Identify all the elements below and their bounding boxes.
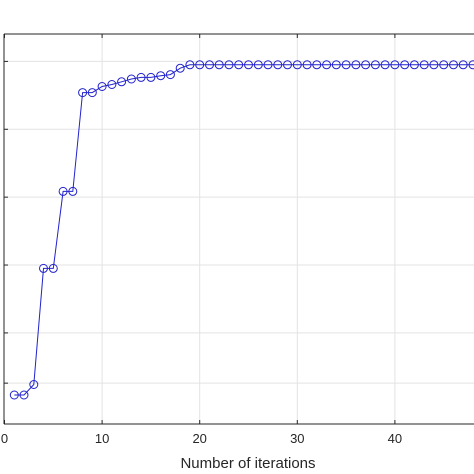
data-point: [87, 88, 97, 98]
data-point: [283, 60, 292, 70]
data-point: [400, 60, 410, 70]
x-tick-label: 30: [290, 431, 304, 446]
data-point: [234, 60, 244, 70]
data-point: [273, 60, 283, 70]
grid-lines: [4, 34, 474, 424]
x-tick-label: 40: [388, 431, 402, 446]
data-point: [341, 60, 351, 70]
data-point: [322, 60, 332, 70]
data-point: [312, 60, 322, 70]
data-point: [107, 80, 117, 89]
data-point: [390, 60, 400, 70]
data-point: [117, 77, 127, 87]
series-line: [14, 64, 474, 396]
data-point: [292, 60, 302, 70]
data-point: [214, 60, 224, 70]
x-tick-label: 20: [192, 431, 206, 446]
data-point: [361, 60, 371, 70]
data-point: [9, 390, 19, 400]
x-tick-label: 10: [95, 431, 109, 446]
data-point: [439, 60, 449, 70]
data-point: [19, 390, 29, 400]
data-point: [302, 60, 312, 70]
data-point: [185, 60, 195, 70]
data-point: [136, 72, 146, 82]
data-point: [351, 60, 361, 70]
data-point: [409, 60, 419, 70]
data-point: [195, 60, 205, 70]
data-point: [331, 60, 341, 70]
data-point: [224, 60, 234, 70]
data-point: [253, 60, 263, 70]
series-layer: [9, 60, 474, 400]
x-axis-label: Number of iterations: [180, 455, 315, 472]
data-point: [263, 60, 273, 70]
data-point: [58, 186, 68, 196]
data-point: [126, 74, 136, 84]
data-point: [39, 263, 48, 273]
tick-labels: 0 10 20 30 40: [1, 431, 402, 446]
x-tick-label: 0: [1, 431, 8, 446]
data-point: [370, 60, 380, 70]
data-point: [449, 60, 458, 70]
data-point: [429, 60, 439, 70]
data-point: [48, 263, 58, 273]
data-point: [244, 60, 253, 70]
data-point: [458, 60, 468, 70]
data-point: [380, 60, 390, 70]
data-point: [68, 186, 78, 196]
data-point: [468, 60, 474, 70]
data-point: [419, 60, 429, 70]
data-point: [146, 72, 156, 82]
data-point: [165, 70, 175, 80]
axes: [3, 33, 474, 425]
data-point: [156, 71, 166, 81]
data-point: [175, 63, 185, 73]
data-point: [97, 82, 107, 91]
data-point: [78, 88, 88, 98]
data-point: [29, 380, 39, 389]
plot-area-background: [4, 34, 474, 424]
data-point: [205, 60, 214, 70]
